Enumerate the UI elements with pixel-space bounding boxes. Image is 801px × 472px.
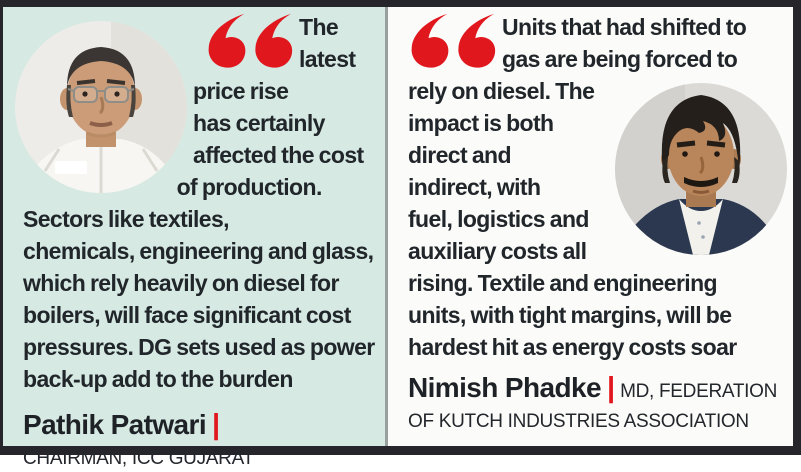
person-portrait-illustration xyxy=(15,21,187,193)
quote-card-nimish-phadke: Units that had shifted to gas are being … xyxy=(388,7,793,446)
portrait-photo-pathik-patwari xyxy=(15,21,187,193)
quote-card-pathik-patwari: The latest price rise has certainly affe… xyxy=(3,7,388,469)
person-name: Pathik Patwari xyxy=(23,409,207,440)
person-portrait-illustration xyxy=(615,83,787,255)
byline: Nimish Phadke | MD, FEDERATION OF KUTCH IN… xyxy=(408,373,787,438)
person-title: CHAIRMAN, ICC GUJARAT xyxy=(23,448,254,469)
name-separator: | xyxy=(606,372,616,404)
byline: Pathik Patwari | CHAIRMAN, ICC GUJARAT xyxy=(23,409,377,472)
name-separator: | xyxy=(212,409,221,441)
quote-text: Units that had shifted to gas are being … xyxy=(408,14,747,360)
person-name: Nimish Phadke xyxy=(408,372,602,403)
open-quote-icon xyxy=(404,13,498,73)
person-title: MD, FEDERATION OF KUTCH INDUSTRIES ASSOC… xyxy=(408,381,778,432)
portrait-photo-nimish-phadke xyxy=(615,11,787,255)
open-quote-icon xyxy=(201,13,295,73)
quote-text: The latest price rise has certainly affe… xyxy=(23,14,375,392)
